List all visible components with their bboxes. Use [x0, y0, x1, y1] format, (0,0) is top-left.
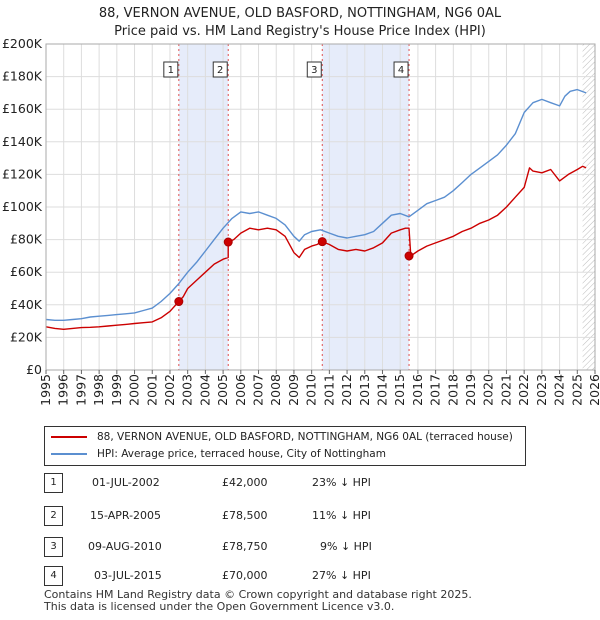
x-tick-label: 2020 — [481, 374, 496, 406]
transaction-row: 3 09-AUG-2010 £78,750 9% ↓ HPI — [0, 537, 600, 559]
transaction-date: 09-AUG-2010 — [88, 540, 162, 553]
x-tick-label: 2002 — [162, 374, 177, 406]
x-tick-label: 2026 — [587, 374, 600, 406]
x-tick-label: 2021 — [498, 374, 513, 406]
x-tick-label: 1995 — [38, 374, 53, 406]
y-tick-label: £100K — [2, 199, 43, 214]
x-tick-label: 2024 — [552, 374, 567, 406]
transaction-price: £42,000 — [222, 476, 268, 489]
sale-label-box — [212, 61, 228, 78]
transaction-number: 4 — [44, 566, 63, 586]
x-tick-label: 1997 — [73, 374, 88, 406]
x-tick-label: 2005 — [215, 374, 230, 406]
x-tick-label: 2001 — [144, 374, 159, 406]
y-tick-label: £200K — [2, 36, 43, 51]
transaction-hpi: 23% ↓ HPI — [312, 476, 371, 489]
sale-point — [174, 297, 184, 307]
y-tick-label: £120K — [2, 166, 43, 181]
transaction-row: 1 01-JUL-2002 £42,000 23% ↓ HPI — [0, 473, 600, 495]
x-tick-label: 2006 — [233, 374, 248, 406]
property-price-line — [45, 165, 587, 330]
transaction-hpi: 27% ↓ HPI — [312, 569, 371, 582]
x-tick-label: 1998 — [91, 374, 106, 406]
transaction-row: 2 15-APR-2005 £78,500 11% ↓ HPI — [0, 506, 600, 528]
transaction-price: £78,500 — [222, 509, 268, 522]
transaction-price: £70,000 — [222, 569, 268, 582]
y-tick-label: £20K — [10, 329, 43, 344]
price-chart: 88, VERNON AVENUE, OLD BASFORD, NOTTINGH… — [2, 6, 600, 406]
transaction-date: 15-APR-2005 — [90, 509, 162, 522]
x-tick-label: 2016 — [410, 374, 425, 406]
sale-label-box — [306, 61, 322, 78]
x-tick-label: 2017 — [428, 374, 443, 406]
x-tick-label: 2010 — [304, 374, 319, 406]
y-tick-label: £60K — [10, 264, 43, 279]
sale-label-box — [163, 61, 179, 78]
sale-label-number: 1 — [168, 65, 174, 76]
sale-label-box — [393, 61, 409, 78]
chart-title: 88, VERNON AVENUE, OLD BASFORD, NOTTINGH… — [99, 6, 502, 21]
legend-item-hpi: HPI: Average price, terraced house, City… — [51, 445, 386, 463]
legend-label-property: 88, VERNON AVENUE, OLD BASFORD, NOTTINGH… — [97, 431, 513, 443]
transaction-price: £78,750 — [222, 540, 268, 553]
sale-point — [404, 251, 414, 261]
legend-item-property: 88, VERNON AVENUE, OLD BASFORD, NOTTINGH… — [51, 428, 513, 446]
sale-label-number: 2 — [217, 65, 223, 76]
transaction-hpi: 11% ↓ HPI — [312, 509, 371, 522]
x-tick-label: 2009 — [286, 374, 301, 406]
transaction-number: 1 — [44, 473, 63, 493]
x-tick-label: 2013 — [357, 374, 372, 406]
x-tick-label: 2018 — [445, 374, 460, 406]
x-tick-label: 2007 — [251, 374, 266, 406]
x-tick-label: 2003 — [180, 374, 195, 406]
x-tick-label: 2014 — [374, 374, 389, 406]
x-tick-label: 2019 — [463, 374, 478, 406]
sale-label-number: 3 — [311, 65, 317, 76]
sale-point — [317, 237, 327, 247]
legend-swatch-hpi — [51, 453, 87, 455]
sale-point — [223, 237, 233, 247]
y-tick-label: £140K — [2, 134, 43, 149]
transaction-row: 4 03-JUL-2015 £70,000 27% ↓ HPI — [0, 566, 600, 588]
plot-frame — [45, 43, 596, 371]
chart-legend: 88, VERNON AVENUE, OLD BASFORD, NOTTINGH… — [44, 426, 526, 466]
legend-label-hpi: HPI: Average price, terraced house, City… — [97, 448, 386, 460]
x-tick-label: 2000 — [127, 374, 142, 406]
y-tick-label: £80K — [10, 232, 43, 247]
sale-label-number: 4 — [398, 65, 404, 76]
x-tick-label: 2012 — [339, 374, 354, 406]
legend-swatch-property — [51, 436, 87, 438]
x-tick-label: 2025 — [569, 374, 584, 406]
x-tick-label: 2008 — [268, 374, 283, 406]
x-tick-label: 1996 — [56, 374, 71, 406]
transaction-number: 3 — [44, 537, 63, 557]
chart-subtitle: Price paid vs. HM Land Registry's House … — [114, 24, 486, 39]
hpi-line — [45, 88, 587, 321]
footer-attribution: Contains HM Land Registry data © Crown c… — [44, 589, 472, 613]
x-tick-label: 1999 — [109, 374, 124, 406]
y-tick-label: £0 — [26, 362, 42, 377]
transaction-number: 2 — [44, 506, 63, 526]
x-tick-label: 2015 — [392, 374, 407, 406]
footer-line: Contains HM Land Registry data © Crown c… — [44, 588, 472, 601]
x-tick-label: 2022 — [516, 374, 531, 406]
x-tick-label: 2011 — [321, 374, 336, 406]
transaction-date: 03-JUL-2015 — [94, 569, 162, 582]
footer-line: This data is licensed under the Open Gov… — [44, 600, 395, 613]
y-tick-label: £160K — [2, 101, 43, 116]
x-tick-label: 2023 — [534, 374, 549, 406]
y-tick-label: £40K — [10, 297, 43, 312]
x-tick-label: 2004 — [197, 374, 212, 406]
transaction-date: 01-JUL-2002 — [92, 476, 160, 489]
y-tick-label: £180K — [2, 69, 43, 84]
transaction-hpi: 9% ↓ HPI — [320, 540, 372, 553]
